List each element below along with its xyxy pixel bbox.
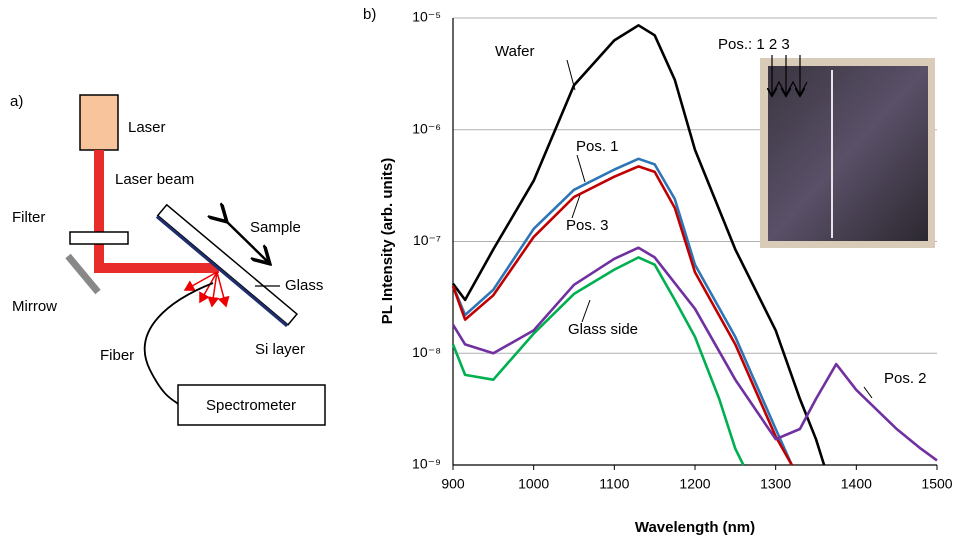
leader-line [571,194,581,219]
series-label: Wafer [495,43,534,60]
series-label: Pos. 3 [566,217,609,234]
label: Sample [250,219,301,236]
label: Laser [128,119,166,136]
label: Spectrometer [206,397,296,414]
photo [768,66,928,241]
label: Si layer [255,341,305,358]
label: Fiber [100,347,134,364]
y-tick-label: 10⁻⁹ [412,456,441,472]
spectrometer-box [177,384,326,426]
beam [94,150,104,273]
fiber [143,282,214,405]
scatter-arrows [183,271,230,308]
y-tick-label: 10⁻⁷ [413,232,441,248]
y-tick-label: 10⁻⁶ [412,120,441,136]
move-arrow [225,220,268,262]
y-tick-label: 10⁻⁸ [412,344,441,360]
x-tick-label: 1500 [921,476,952,492]
y-tick-label: 10⁻⁵ [412,9,441,25]
series-line [451,165,793,466]
laser-box [79,94,119,151]
label: Filter [12,209,45,226]
x-tick-label: 900 [441,476,465,492]
y-axis-title: PL Intensity (arb. units) [379,158,396,324]
series-line [451,256,745,466]
inset-photo: Pos.: 1 2 3 [718,36,935,248]
x-tick-label: 1400 [841,476,872,492]
panel-label: b) [363,6,376,23]
label: Mirrow [12,298,57,315]
series-line [451,246,938,462]
series-line [451,24,826,466]
series-line [451,157,793,466]
series-label: Pos. 2 [884,370,927,387]
x-tick-label: 1000 [518,476,549,492]
x-tick-label: 1100 [599,476,629,492]
x-tick-label: 1300 [760,476,791,492]
x-axis-title: Wavelength (nm) [635,519,755,536]
label: Glass [285,277,323,294]
inset-annotation: Pos.: 1 2 3 [718,36,790,53]
leader-line [581,299,591,323]
x-tick-label: 1200 [679,476,710,492]
series-label: Pos. 1 [576,138,619,155]
position-arrows [772,55,808,95]
beam [94,263,219,273]
mirror [65,253,101,295]
leader-line [576,154,586,183]
leader-line [863,386,873,399]
series-label: Glass side [568,321,638,338]
label: Laser beam [115,171,194,188]
panel-label: a) [10,93,23,110]
plot: 10⁻⁹ 10⁻⁸ 10⁻⁷ 10⁻⁶ 10⁻⁵ 900 1000 1100 1200 1300 1… [412,9,953,492]
setup-diagram: a) Laser Laser beam Filter Mirrow Sample… [10,93,326,426]
leader-line [566,59,576,91]
filter-box [69,231,129,245]
